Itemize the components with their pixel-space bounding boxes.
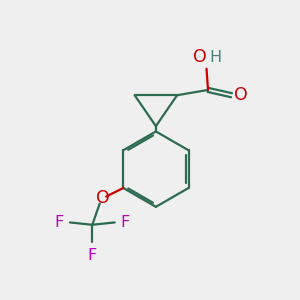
Text: F: F [121, 215, 130, 230]
Text: H: H [209, 50, 221, 65]
Text: O: O [234, 86, 248, 104]
Text: F: F [55, 215, 64, 230]
Text: O: O [96, 189, 110, 207]
Text: F: F [88, 248, 97, 263]
Text: O: O [193, 48, 206, 66]
